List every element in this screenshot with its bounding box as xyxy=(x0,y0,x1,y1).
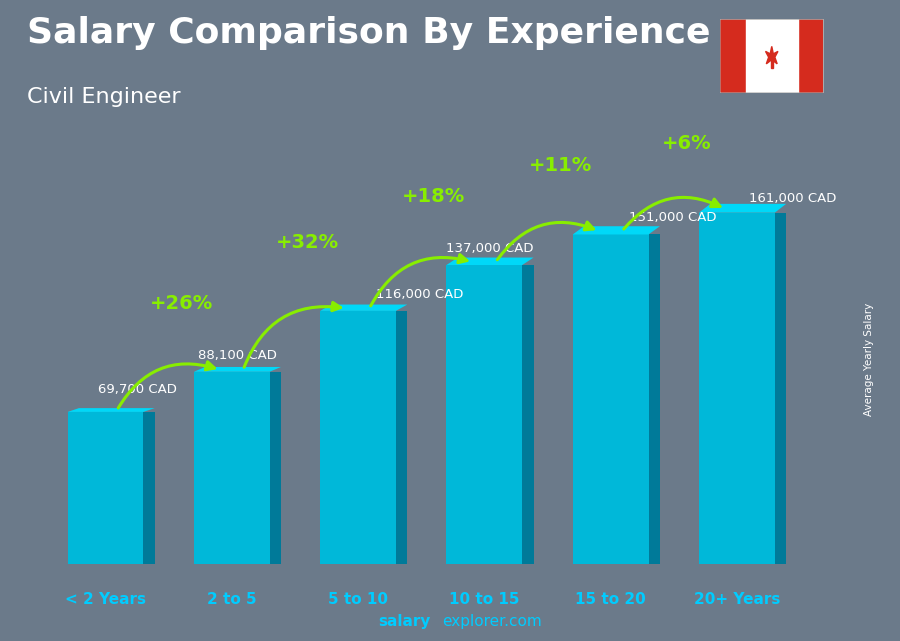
Text: 88,100 CAD: 88,100 CAD xyxy=(198,349,277,362)
Text: 151,000 CAD: 151,000 CAD xyxy=(629,212,716,224)
Text: Salary Comparison By Experience: Salary Comparison By Experience xyxy=(27,16,710,50)
Polygon shape xyxy=(446,265,522,564)
Text: +11%: +11% xyxy=(528,156,591,176)
Polygon shape xyxy=(143,412,155,564)
Polygon shape xyxy=(699,204,787,213)
Text: 5 to 10: 5 to 10 xyxy=(328,592,388,608)
Polygon shape xyxy=(572,235,649,564)
Polygon shape xyxy=(572,226,660,235)
Polygon shape xyxy=(649,235,660,564)
Text: salary: salary xyxy=(378,615,430,629)
Text: +26%: +26% xyxy=(149,294,213,313)
Text: +6%: +6% xyxy=(662,135,711,153)
Text: 15 to 20: 15 to 20 xyxy=(575,592,646,608)
Text: +18%: +18% xyxy=(402,187,465,206)
Polygon shape xyxy=(746,19,797,93)
Text: +32%: +32% xyxy=(276,233,339,252)
Text: 2 to 5: 2 to 5 xyxy=(207,592,256,608)
Text: 10 to 15: 10 to 15 xyxy=(449,592,519,608)
Polygon shape xyxy=(766,46,778,64)
Polygon shape xyxy=(522,265,534,564)
Text: Civil Engineer: Civil Engineer xyxy=(27,87,181,106)
FancyBboxPatch shape xyxy=(718,17,825,95)
Text: 69,700 CAD: 69,700 CAD xyxy=(98,383,176,395)
Polygon shape xyxy=(194,367,281,372)
Text: 116,000 CAD: 116,000 CAD xyxy=(376,288,464,301)
Polygon shape xyxy=(775,213,787,564)
Text: explorer.com: explorer.com xyxy=(442,615,542,629)
Polygon shape xyxy=(320,311,396,564)
Polygon shape xyxy=(320,304,408,311)
Text: 137,000 CAD: 137,000 CAD xyxy=(446,242,534,255)
Polygon shape xyxy=(770,60,773,68)
Text: < 2 Years: < 2 Years xyxy=(65,592,146,608)
Polygon shape xyxy=(194,372,270,564)
Polygon shape xyxy=(270,372,281,564)
Polygon shape xyxy=(720,19,746,93)
Polygon shape xyxy=(68,408,155,412)
Polygon shape xyxy=(699,213,775,564)
Polygon shape xyxy=(68,412,143,564)
Text: 161,000 CAD: 161,000 CAD xyxy=(749,192,836,204)
Text: Average Yearly Salary: Average Yearly Salary xyxy=(863,303,874,415)
Polygon shape xyxy=(396,311,408,564)
Polygon shape xyxy=(797,19,824,93)
Text: 20+ Years: 20+ Years xyxy=(694,592,780,608)
Polygon shape xyxy=(446,258,534,265)
